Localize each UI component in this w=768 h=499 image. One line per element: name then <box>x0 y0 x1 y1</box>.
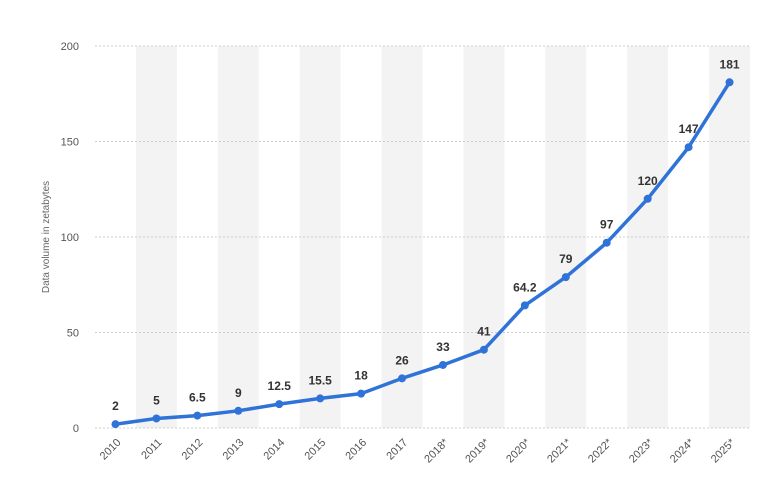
data-point[interactable] <box>479 345 488 354</box>
data-labels: 2 5 6.5 9 12.5 15.5 18 26 33 41 64.2 79 97 120 147 181 <box>112 57 740 413</box>
data-point[interactable] <box>398 374 407 383</box>
data-label: 33 <box>436 340 450 354</box>
x-tick-label: 2017 <box>384 437 410 463</box>
y-tick-label: 50 <box>67 328 79 340</box>
x-tick-label: 2023* <box>627 436 656 465</box>
y-tick-label: 0 <box>73 423 79 435</box>
x-tick-label: 2013 <box>221 437 247 463</box>
x-tick-label: 2016 <box>343 437 369 463</box>
x-tick-label: 2010 <box>98 437 124 463</box>
data-point[interactable] <box>234 406 243 415</box>
data-label: 12.5 <box>268 379 292 393</box>
data-point[interactable] <box>316 394 325 403</box>
data-label: 6.5 <box>189 391 206 405</box>
y-axis-ticks: 0 50 100 150 200 <box>61 41 79 435</box>
series-group <box>111 78 734 429</box>
data-point[interactable] <box>111 420 120 429</box>
data-label: 5 <box>153 393 160 407</box>
data-label: 26 <box>395 353 409 367</box>
data-point[interactable] <box>643 194 652 203</box>
data-point[interactable] <box>561 273 570 282</box>
data-label: 79 <box>559 252 573 266</box>
x-axis-ticks: 2010 2011 2012 2013 2014 2015 2016 2017 2018* 201… <box>98 436 738 465</box>
data-label: 9 <box>235 386 242 400</box>
data-point[interactable] <box>438 360 447 369</box>
data-label: 41 <box>477 325 491 339</box>
y-tick-label: 200 <box>61 41 79 53</box>
data-label: 18 <box>354 369 368 383</box>
series-line <box>113 80 732 426</box>
data-label: 97 <box>600 218 614 232</box>
x-tick-label: 2019* <box>463 436 492 465</box>
data-label: 147 <box>679 122 699 136</box>
y-tick-label: 100 <box>61 232 79 244</box>
data-label: 120 <box>638 174 658 188</box>
data-point[interactable] <box>684 143 693 152</box>
data-point[interactable] <box>357 389 366 398</box>
x-tick-label: 2018* <box>422 436 451 465</box>
x-tick-label: 2020* <box>504 436 533 465</box>
x-tick-label: 2021* <box>545 436 574 465</box>
y-tick-label: 150 <box>61 137 79 149</box>
data-point[interactable] <box>725 78 734 87</box>
x-tick-label: 2012 <box>180 437 206 463</box>
data-label: 181 <box>720 57 740 71</box>
data-point[interactable] <box>152 414 161 423</box>
data-label: 64.2 <box>513 280 537 294</box>
y-axis-label: Data volume in zetabytes <box>41 181 52 293</box>
data-point[interactable] <box>602 238 611 247</box>
data-point[interactable] <box>275 400 284 409</box>
x-tick-label: 2022* <box>586 436 615 465</box>
data-label: 2 <box>112 399 119 413</box>
gridlines <box>95 45 750 429</box>
x-tick-label: 2014 <box>262 437 288 463</box>
data-point[interactable] <box>520 301 529 310</box>
data-point[interactable] <box>193 411 202 420</box>
data-label: 15.5 <box>308 373 332 387</box>
x-tick-label: 2024* <box>668 436 697 465</box>
x-tick-label: 2015 <box>302 437 328 463</box>
x-tick-label: 2025* <box>709 436 738 465</box>
x-tick-label: 2011 <box>139 437 164 462</box>
